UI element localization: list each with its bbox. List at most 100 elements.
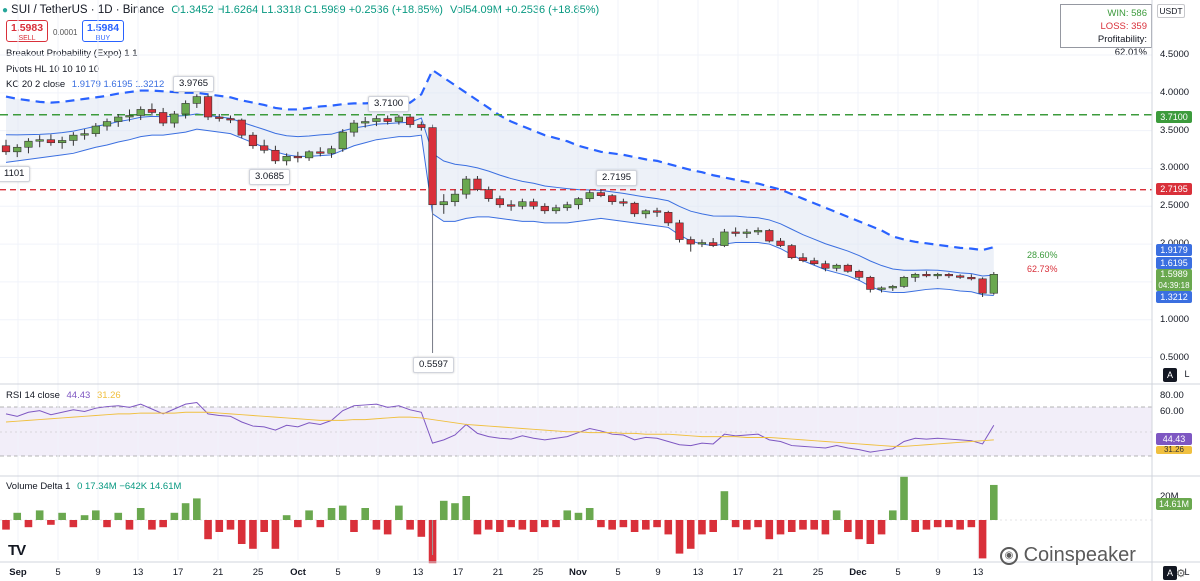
rsi-indicator[interactable]: RSI 14 close 44.43 31.26: [6, 390, 121, 401]
candle-body: [495, 198, 505, 206]
loss-count: LOSS: 359: [1100, 21, 1147, 32]
vd-bar: [529, 520, 538, 532]
vd-bar: [125, 520, 134, 530]
vd-bar: [260, 520, 268, 532]
candle-body: [956, 275, 965, 278]
candle-body: [237, 119, 246, 136]
candle-body: [46, 139, 55, 144]
vd-bar: [597, 520, 605, 528]
candle-body: [922, 274, 931, 277]
price-tick-label: 3.0000: [1160, 162, 1190, 174]
candle-body: [1, 145, 11, 153]
vd-bar: [945, 520, 953, 528]
candle-body: [136, 109, 145, 116]
candle-body: [787, 245, 796, 258]
time-tick-label: 9: [95, 567, 101, 578]
kc-indicator-label: KC 20 2 close: [6, 79, 66, 90]
pivots-indicator-label[interactable]: Pivots HL 10 10 10 10: [6, 64, 100, 75]
vd-tick-label: 20M: [1160, 491, 1179, 502]
time-tick-label: 13: [692, 567, 704, 578]
vd-bar: [585, 508, 594, 520]
candle-body: [753, 230, 763, 233]
symbol-header[interactable]: ● SUI / TetherUS · 1D · Binance O1.3452 …: [2, 4, 599, 16]
candle-body: [944, 274, 953, 277]
tradingview-logo[interactable]: TV: [8, 542, 26, 559]
vd-bar: [350, 520, 358, 532]
auto-scale-button[interactable]: A: [1163, 368, 1177, 382]
resistance-1-label: 3.7100: [1156, 111, 1192, 123]
vd-bar: [743, 520, 751, 530]
candle-body: [102, 121, 112, 127]
ohlc-readout: O1.3452 H1.6264 L1.3318 C1.5989 +0.2536 …: [171, 4, 443, 16]
candle-body: [866, 277, 875, 290]
rsi-tick-label: 80.00: [1160, 390, 1184, 401]
candle-body: [742, 231, 751, 234]
vd-bar: [686, 520, 695, 549]
buy-label: BUY: [95, 35, 111, 42]
volume-delta-indicator[interactable]: Volume Delta 1 0 17.34M −642K 14.61M: [6, 481, 181, 492]
win-loss-stats: WIN: 586 LOSS: 359 Profitability: 62.01%: [1060, 4, 1152, 58]
kc-lower-label: 1.3212: [1156, 291, 1192, 303]
time-tick-label: 17: [452, 567, 464, 578]
market-status-icon: ●: [2, 5, 9, 16]
vd-bar: [249, 520, 257, 549]
buy-button[interactable]: 1.5984 BUY: [82, 20, 124, 42]
log-scale-button-bottom[interactable]: L: [1180, 566, 1194, 580]
settings-gear-icon[interactable]: ⚙: [1176, 568, 1186, 580]
candle-body: [69, 134, 78, 141]
rsi-pane: [5, 401, 995, 453]
last-price-label: 1.5989 04:39:18: [1156, 269, 1192, 291]
vd-bar: [720, 491, 729, 520]
candle-body: [293, 156, 302, 159]
vd-bar: [844, 520, 852, 532]
buy-price: 1.5984: [86, 22, 120, 34]
candle-body: [709, 242, 718, 246]
time-tick-label: 21: [212, 567, 224, 578]
log-scale-button[interactable]: L: [1180, 368, 1194, 382]
vd-bar: [541, 520, 549, 528]
candle-body: [899, 277, 909, 287]
candle-body: [630, 202, 639, 215]
candle-body: [417, 124, 426, 128]
vd-bar: [69, 520, 78, 528]
currency-selector[interactable]: USDT: [1157, 4, 1185, 18]
candle-body: [372, 118, 381, 122]
kc-indicator[interactable]: KC 20 2 close 1.9179 1.6195 1.3212: [6, 79, 164, 90]
time-tick-label: 25: [252, 567, 264, 578]
price-tick-label: 1.0000: [1160, 313, 1190, 325]
time-tick-label: 5: [55, 567, 61, 578]
breakout-indicator-label[interactable]: Breakout Probability (Expo) 1 1: [6, 48, 138, 59]
candle-body: [686, 239, 695, 245]
vd-bar: [821, 520, 830, 535]
rsi-indicator-label: RSI 14 close: [6, 390, 60, 401]
rsi-ma-last-label: 31.26: [1156, 446, 1192, 454]
vd-bar: [518, 520, 527, 530]
price-tick-label: 0.5000: [1160, 351, 1190, 363]
vd-bar: [47, 520, 55, 525]
vd-bar: [383, 520, 392, 535]
symbol-title[interactable]: SUI / TetherUS · 1D · Binance: [11, 4, 165, 16]
pivot-low-callout: 3.0685: [249, 169, 291, 185]
vd-bar: [922, 520, 931, 530]
kc-lower-line: [5, 128, 994, 296]
candle-body: [798, 257, 808, 261]
vd-bar: [395, 505, 403, 520]
time-tick-label: 9: [375, 567, 381, 578]
time-tick-label: 13: [132, 567, 144, 578]
auto-scale-button-bottom[interactable]: A: [1163, 566, 1177, 580]
time-tick-label: 5: [615, 567, 621, 578]
candle-body: [349, 122, 359, 133]
candle-body: [854, 270, 864, 278]
time-tick-label: 25: [812, 567, 824, 578]
candle-body: [327, 148, 336, 154]
vd-bar: [204, 520, 212, 540]
vd-bar: [990, 484, 998, 520]
candle-body: [304, 151, 314, 159]
vd-bar: [709, 520, 717, 532]
vd-bar: [181, 503, 190, 520]
pivot-low-callout: 0.5597: [413, 357, 455, 373]
sell-button[interactable]: 1.5983 SELL: [6, 20, 48, 42]
candle-body: [428, 127, 437, 206]
vd-bar: [664, 520, 673, 535]
